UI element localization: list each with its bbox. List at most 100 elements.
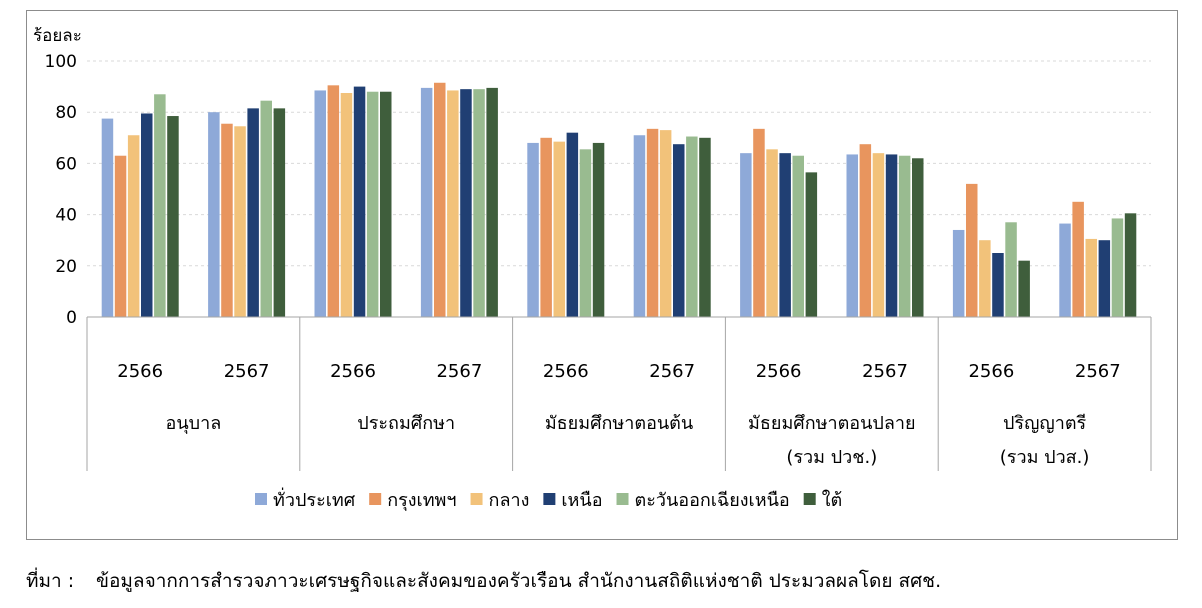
- bar: [553, 141, 565, 317]
- bar: [154, 94, 166, 317]
- legend-swatch: [803, 493, 816, 505]
- bar: [699, 137, 711, 317]
- bar: [486, 87, 498, 317]
- bar: [1085, 238, 1097, 317]
- group-label: มัธยมศึกษาตอนต้น: [545, 413, 693, 434]
- x-tick-label: 2567: [436, 361, 482, 382]
- bar: [127, 135, 140, 317]
- bar: [314, 90, 326, 317]
- bar: [1124, 213, 1137, 317]
- bar: [327, 85, 340, 317]
- source-label: ที่มา :: [26, 570, 75, 592]
- bar: [434, 82, 446, 317]
- bar: [101, 118, 114, 317]
- bar: [221, 123, 233, 317]
- bar: [1005, 222, 1017, 317]
- source-note: ที่มา : ข้อมูลจากการสำรวจภาวะเศรษฐกิจและส…: [26, 566, 941, 596]
- bar: [992, 253, 1004, 317]
- bar: [260, 100, 272, 318]
- legend-label: ทั่วประเทศ: [273, 487, 356, 511]
- legend-swatch: [369, 493, 382, 505]
- y-tick-label: 60: [55, 154, 77, 174]
- x-tick-label: 2566: [330, 361, 376, 382]
- bar: [966, 183, 978, 317]
- bar: [247, 108, 259, 317]
- y-tick-label: 100: [45, 52, 77, 72]
- bar: [1072, 201, 1084, 317]
- bar: [579, 149, 592, 317]
- bar: [979, 240, 991, 317]
- bar: [234, 126, 246, 317]
- bar: [167, 116, 179, 317]
- y-tick-label: 40: [55, 206, 77, 226]
- bar: [366, 91, 379, 317]
- bar: [766, 149, 778, 317]
- bar: [952, 229, 965, 317]
- bar: [740, 153, 752, 317]
- bar: [447, 90, 459, 317]
- y-tick-label: 80: [55, 103, 77, 123]
- bar: [898, 155, 911, 317]
- bar: [646, 128, 659, 317]
- bar: [592, 142, 605, 317]
- x-tick-label: 2567: [224, 361, 270, 382]
- bar: [273, 108, 286, 317]
- bar: [527, 142, 539, 317]
- bar: [460, 89, 472, 317]
- bar: [141, 113, 153, 317]
- bar: [859, 144, 872, 317]
- bar: [540, 137, 552, 317]
- bar: [1018, 260, 1030, 317]
- legend-label: เหนือ: [561, 490, 602, 511]
- bar: [633, 135, 646, 317]
- group-label: (รวม ปวช.): [786, 447, 877, 468]
- y-tick-label: 20: [55, 257, 77, 277]
- legend-swatch: [255, 493, 267, 505]
- bar: [1111, 218, 1124, 317]
- bar: [208, 112, 220, 317]
- group-label: มัธยมศึกษาตอนปลาย: [748, 413, 915, 434]
- legend-label: ตะวันออกเฉียงเหนือ: [635, 490, 790, 511]
- source-text: ข้อมูลจากการสำรวจภาวะเศรษฐกิจและสังคมของ…: [96, 570, 942, 592]
- bar: [792, 155, 804, 317]
- group-label: (รวม ปวส.): [1000, 447, 1090, 468]
- bar: [846, 154, 858, 317]
- bar: [673, 144, 685, 317]
- legend-swatch: [470, 493, 483, 505]
- bar: [340, 93, 353, 317]
- legend-label: กลาง: [489, 490, 530, 511]
- bar: [473, 89, 485, 317]
- x-tick-label: 2566: [543, 361, 589, 382]
- bar: [659, 130, 672, 317]
- x-tick-label: 2567: [1075, 361, 1121, 382]
- legend-swatch: [543, 493, 556, 505]
- bar: [779, 153, 791, 317]
- x-tick-label: 2567: [649, 361, 695, 382]
- group-label: ปริญญาตรี: [1003, 413, 1087, 434]
- bar: [566, 132, 579, 317]
- bar: [380, 91, 392, 317]
- bar: [1059, 223, 1071, 317]
- y-axis-title: ร้อยละ: [33, 26, 82, 46]
- bar: [912, 158, 924, 317]
- bar: [353, 86, 366, 317]
- bar-chart: 0 20 40 60 80 100 ร้อยละ 2566 2567 อนุบาล 2566 2567…: [33, 26, 1152, 511]
- bar: [753, 128, 765, 317]
- legend-label: กรุงเทพฯ: [387, 490, 456, 511]
- bar: [686, 136, 698, 317]
- group-label: ประถมศึกษา: [357, 413, 455, 434]
- bar: [805, 172, 818, 317]
- chart-frame: 0 20 40 60 80 100 ร้อยละ 2566 2567 อนุบาล 2566 2567…: [26, 10, 1178, 540]
- x-tick-label: 2566: [756, 361, 802, 382]
- bar: [420, 87, 433, 317]
- legend-label: ใต้: [822, 489, 842, 511]
- x-tick-label: 2567: [862, 361, 908, 382]
- bar: [885, 154, 898, 317]
- group-label: อนุบาล: [166, 413, 222, 434]
- bar: [114, 155, 127, 317]
- bar: [872, 153, 885, 317]
- legend-swatch: [616, 493, 629, 505]
- x-tick-label: 2566: [968, 361, 1014, 382]
- y-tick-label: 0: [66, 308, 77, 328]
- x-tick-label: 2566: [117, 361, 163, 382]
